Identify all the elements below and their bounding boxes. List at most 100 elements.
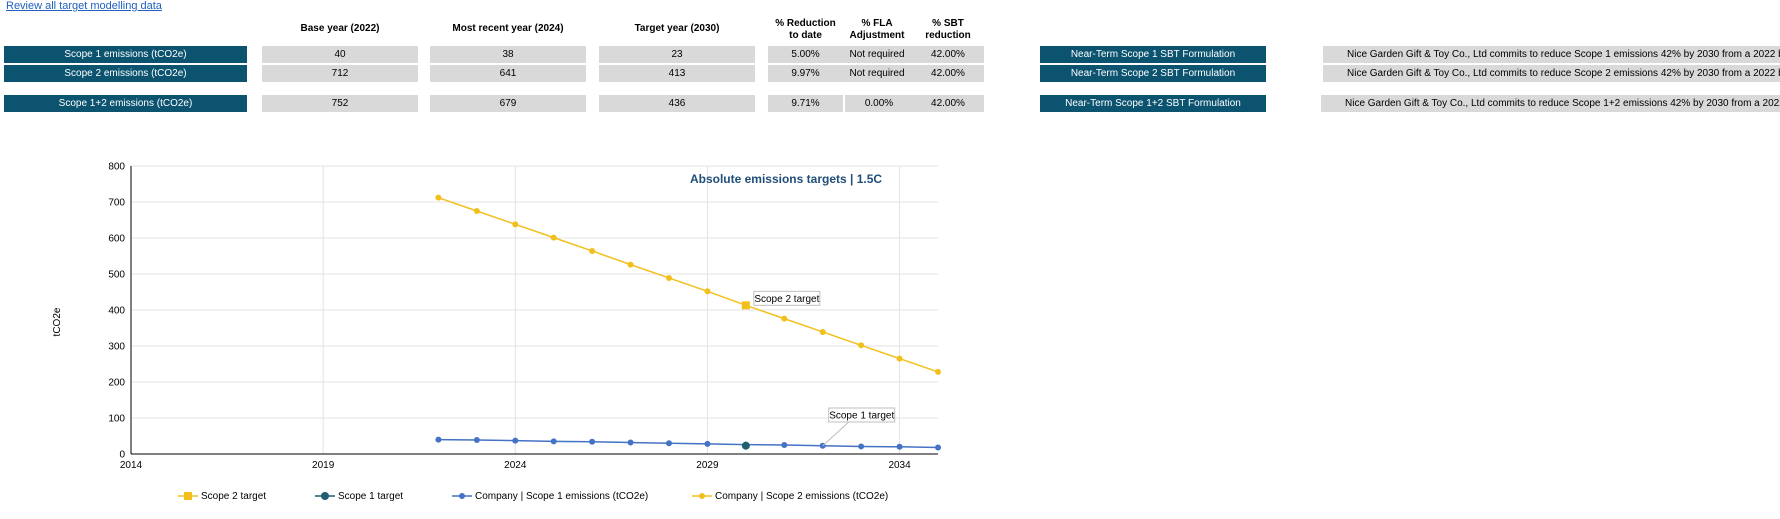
data-point — [550, 438, 557, 445]
cell-reduction-scope12[interactable]: 9.71% — [768, 95, 843, 112]
annotation-scope1-target: Scope 1 target — [829, 411, 894, 422]
legend-swatch-circle — [699, 493, 705, 499]
cell-base-scope1[interactable]: 40 — [262, 46, 418, 63]
annotation-box — [753, 290, 821, 306]
data-point — [781, 442, 788, 448]
chart-series — [435, 194, 941, 451]
cell-fla-scope2[interactable]: Not required — [849, 68, 905, 79]
cell-recent-scope12[interactable]: 679 — [430, 95, 586, 112]
legend-label: Scope 2 target — [201, 491, 266, 502]
data-point — [704, 288, 711, 295]
data-point — [589, 438, 596, 445]
data-point — [435, 436, 442, 443]
data-point — [473, 208, 480, 214]
cell-base-scope2[interactable]: 712 — [262, 65, 418, 82]
y-axis-label: tCO2e — [52, 307, 63, 336]
cell-sbt-scope1[interactable]: 42.00% — [931, 49, 965, 60]
cell-reduction-scope2[interactable]: 9.97% — [791, 68, 820, 79]
row-label-scope2: Scope 2 emissions (tCO2e) — [4, 65, 247, 82]
y-tick-label: 500 — [108, 270, 125, 281]
formulation-scope2: Near-Term Scope 2 SBT Formulation — [1040, 65, 1266, 82]
header-fla-line2: Adjustment — [849, 30, 905, 41]
x-tick-label: 2014 — [120, 460, 143, 471]
legend-label: Scope 1 target — [338, 491, 403, 502]
annotation-box — [828, 407, 896, 423]
data-point — [896, 443, 903, 450]
header-reduction-line1: % Reduction — [775, 18, 836, 29]
target-marker — [741, 301, 750, 310]
cell-reduction-scope1[interactable]: 5.00% — [791, 49, 820, 60]
header-sbt-reduction: % SBT reduction — [912, 18, 984, 42]
chart-axes: 0 100 200 300 400 500 600 700 800 2014 2019 2024 202… — [108, 162, 938, 471]
statement-scope12[interactable]: Nice Garden Gift & Toy Co., Ltd commits … — [1321, 95, 1780, 112]
cell-recent-scope2[interactable]: 641 — [430, 65, 586, 82]
header-sbt-line1: % SBT — [932, 18, 964, 29]
header-reduction-line2: to date — [789, 30, 822, 41]
data-point — [550, 234, 557, 241]
statement-scope1[interactable]: Nice Garden Gift & Toy Co., Ltd commits … — [1323, 46, 1780, 63]
legend-swatch-square — [184, 492, 192, 500]
chart-title: Absolute emissions targets | 1.5C — [690, 172, 882, 186]
statement-scope2[interactable]: Nice Garden Gift & Toy Co., Ltd commits … — [1323, 65, 1780, 82]
header-sbt-line2: reduction — [925, 30, 971, 41]
cell-base-scope12[interactable]: 752 — [262, 95, 418, 112]
formulation-scope1: Near-Term Scope 1 SBT Formulation — [1040, 46, 1266, 63]
data-point — [935, 368, 941, 375]
data-point — [819, 328, 826, 335]
legend-label: Company | Scope 1 emissions (tCO2e) — [475, 491, 648, 502]
y-tick-label: 300 — [108, 342, 125, 353]
chart-annotations: Scope 2 target Scope 1 target — [753, 290, 896, 447]
series-line-0 — [438, 196, 939, 373]
header-recent-year: Most recent year (2024) — [452, 23, 564, 34]
y-tick-label: 400 — [108, 306, 125, 317]
data-point — [704, 440, 711, 447]
formulation-scope12: Near-Term Scope 1+2 SBT Formulation — [1040, 95, 1266, 112]
cell-group-bg-scope2 — [768, 65, 984, 82]
y-tick-label: 600 — [108, 234, 125, 245]
data-point — [435, 194, 442, 201]
y-tick-label: 700 — [108, 198, 125, 209]
y-tick-label: 100 — [108, 414, 125, 425]
cell-target-scope2[interactable]: 413 — [599, 65, 755, 82]
review-target-data-link[interactable]: Review all target modelling data — [6, 0, 162, 12]
data-point — [589, 247, 596, 254]
emissions-chart: 0 100 200 300 400 500 600 700 800 2014 2019 2024 202… — [52, 162, 941, 502]
header-fla-adjustment: % FLA Adjustment — [841, 18, 913, 42]
y-tick-label: 0 — [119, 450, 125, 461]
data-point — [858, 342, 865, 349]
data-point — [473, 436, 480, 443]
cell-fla-scope1[interactable]: Not required — [849, 49, 905, 60]
data-point — [666, 274, 672, 281]
row-label-scope1: Scope 1 emissions (tCO2e) — [4, 46, 247, 63]
cell-sbt-scope12[interactable]: 42.00% — [912, 95, 984, 112]
header-fla-line1: % FLA — [861, 18, 893, 29]
legend-label: Company | Scope 2 emissions (tCO2e) — [715, 491, 888, 502]
data-point — [935, 444, 941, 451]
data-point — [512, 221, 519, 228]
data-point — [627, 439, 634, 446]
annotation-scope2-target: Scope 2 target — [754, 294, 819, 305]
x-tick-label: 2024 — [504, 460, 527, 471]
header-target-year: Target year (2030) — [634, 23, 720, 34]
data-point — [896, 355, 903, 362]
data-point — [858, 443, 865, 450]
legend-swatch-circle — [459, 493, 465, 499]
cell-group-bg-scope1 — [768, 46, 984, 63]
cell-sbt-scope2[interactable]: 42.00% — [931, 68, 965, 79]
y-tick-label: 200 — [108, 378, 125, 389]
annotation-leader — [822, 421, 850, 447]
data-point — [512, 437, 519, 444]
x-tick-label: 2029 — [696, 460, 719, 471]
cell-target-scope12[interactable]: 436 — [599, 95, 755, 112]
cell-recent-scope1[interactable]: 38 — [430, 46, 586, 63]
cell-fla-scope12[interactable]: 0.00% — [845, 95, 913, 112]
series-line-1 — [438, 438, 939, 449]
chart-grid — [131, 165, 938, 455]
cell-target-scope1[interactable]: 23 — [599, 46, 755, 63]
chart-legend: Scope 2 target Scope 1 target Company | Sc… — [178, 491, 888, 502]
header-reduction-to-date: % Reduction to date — [768, 18, 843, 42]
legend-swatch-circle — [321, 492, 329, 500]
row-label-scope12: Scope 1+2 emissions (tCO2e) — [4, 95, 247, 112]
data-point — [781, 315, 788, 322]
chart-markers — [741, 301, 750, 450]
